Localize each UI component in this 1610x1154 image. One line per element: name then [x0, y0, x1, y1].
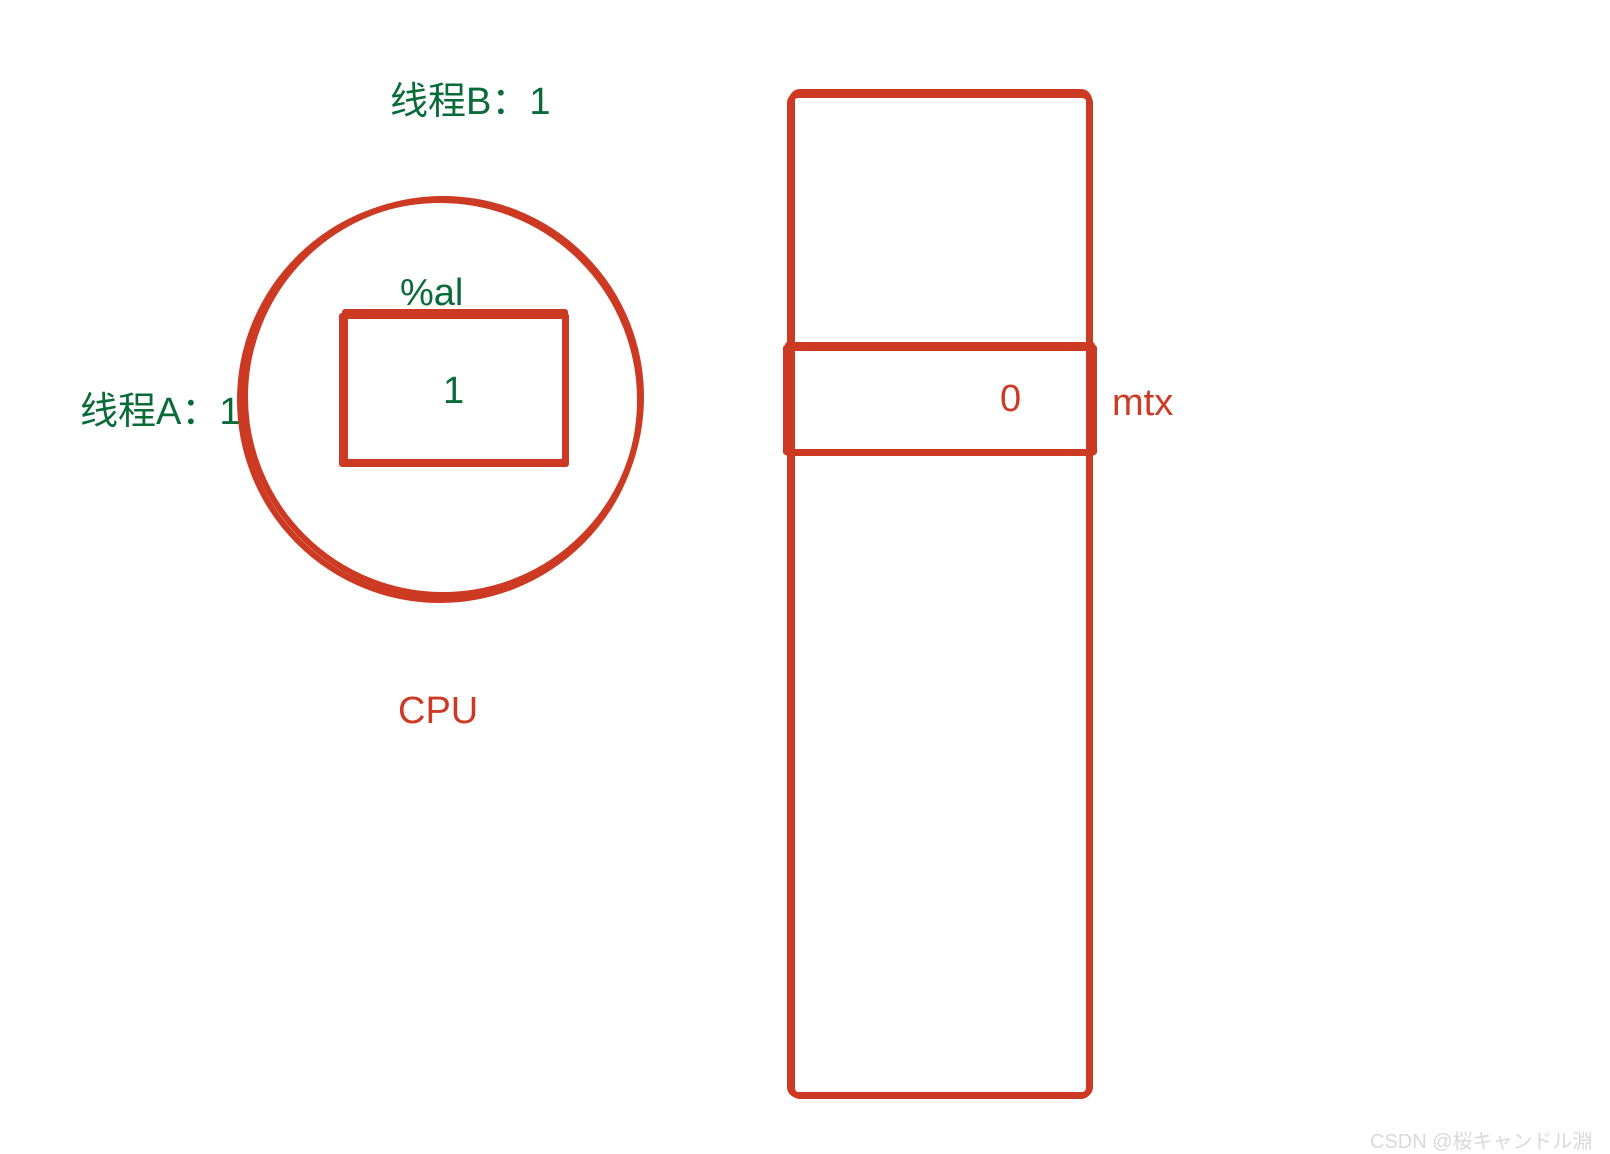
thread-a-label: 线程A：1 [80, 380, 240, 435]
memory-caption: mtx [1112, 382, 1173, 425]
register-value: 1 [443, 370, 464, 413]
memory-cell [786, 345, 1094, 453]
diagram-stage: 线程B：1 线程A：1 %al 1 CPU 0 mtx CSDN @桜キャンドル… [0, 0, 1610, 1154]
cpu-circle [240, 199, 641, 600]
diagram-svg [0, 0, 1610, 1154]
register-label: %al [400, 272, 463, 315]
thread-b-label: 线程B：1 [390, 70, 550, 125]
memory-column [790, 92, 1090, 1096]
cpu-caption: CPU [398, 690, 478, 733]
watermark-text: CSDN @桜キャンドル淵 [1370, 1125, 1593, 1154]
memory-cell-value: 0 [1000, 378, 1021, 421]
